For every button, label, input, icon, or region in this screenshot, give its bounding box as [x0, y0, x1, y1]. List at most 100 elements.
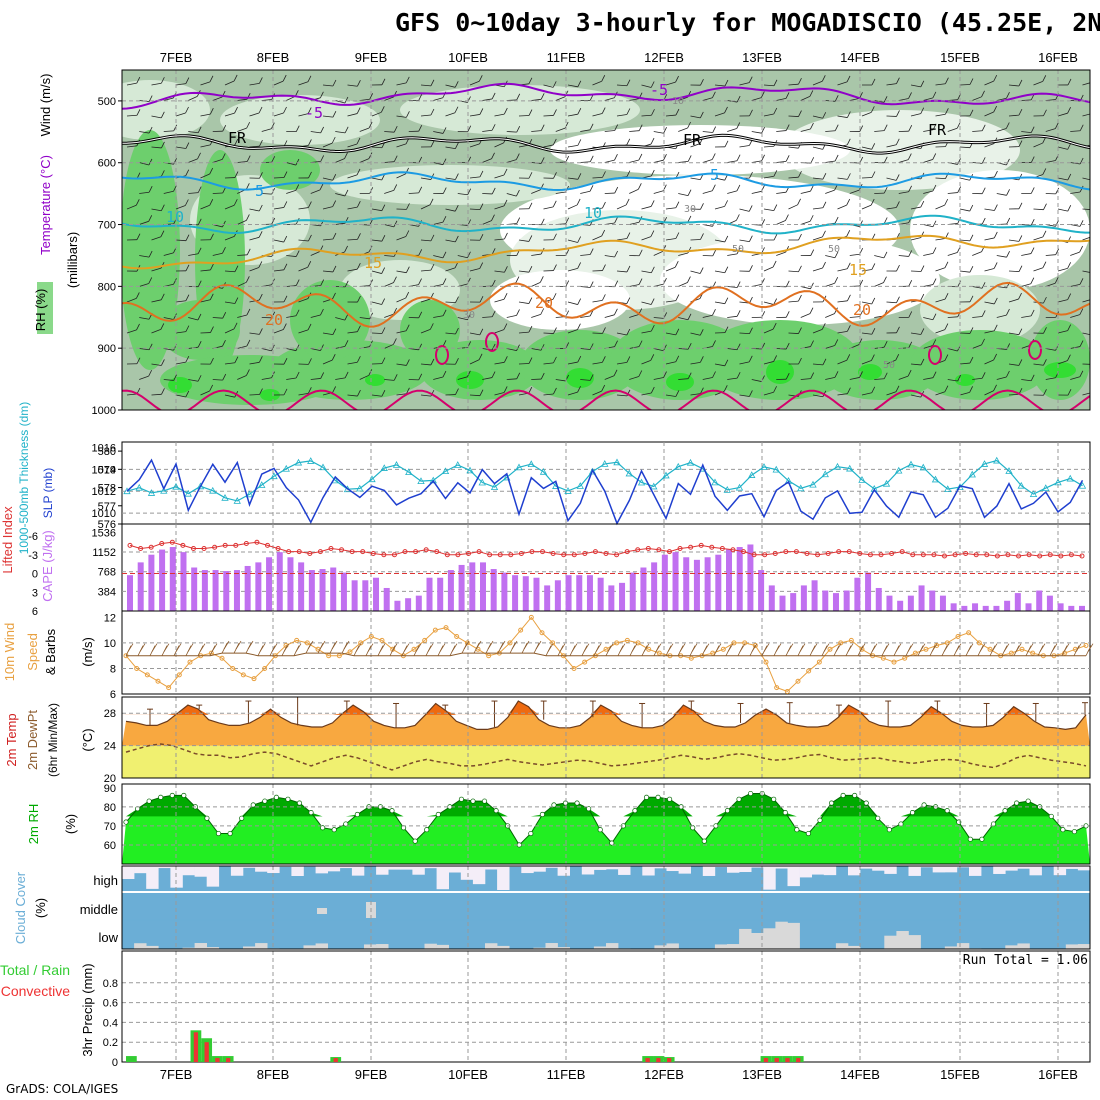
wind-barb: [996, 193, 1007, 196]
wind-barb-flag: [956, 122, 961, 129]
rh-point: [701, 838, 707, 844]
lifted-index-point: [529, 549, 535, 555]
cloud-high-gap: [618, 866, 631, 875]
wind-barb: [763, 643, 770, 652]
cape-bar: [768, 585, 775, 611]
cloud-high-gap: [727, 866, 740, 873]
wind-barb: [935, 391, 946, 396]
thickness-point: [539, 467, 548, 475]
thickness-point: [895, 466, 903, 474]
wind-barb: [923, 317, 934, 321]
cape-bar: [479, 562, 486, 611]
wind-barb: [835, 643, 842, 652]
wind-barb-flag: [308, 139, 312, 146]
wind-barb: [874, 378, 885, 380]
precip-convective-bar: [193, 1032, 199, 1062]
wind-barb: [1070, 191, 1081, 194]
precip-convective-bar: [215, 1058, 220, 1062]
lifted-index-point: [1047, 552, 1053, 558]
cape-bar: [565, 575, 572, 611]
cloud-high-gap: [872, 866, 885, 871]
wind-barb: [531, 130, 542, 132]
wind-barb-flag: [479, 295, 484, 303]
wind-barb: [547, 643, 554, 652]
wind-barb-flag: [418, 125, 423, 132]
cape-bar: [415, 595, 422, 611]
wind-barb-flag: [234, 106, 238, 114]
wind-barb-flag: [516, 309, 520, 316]
wind-barb-flag: [908, 92, 912, 99]
wind-barb: [1070, 162, 1081, 165]
wind-barb: [1057, 177, 1068, 181]
wind-barb: [322, 270, 333, 273]
wind-barb: [837, 81, 848, 86]
wind-barb: [408, 348, 419, 351]
wind-barb: [494, 298, 505, 303]
wind-barb-flag: [724, 297, 729, 304]
lifted-index-point: [952, 552, 958, 558]
wind-barb-flag: [945, 77, 949, 84]
wind-barb-flag: [821, 323, 826, 330]
wind-barb-flag: [577, 80, 582, 87]
cape-bar: [597, 577, 604, 611]
wind-barb: [592, 176, 603, 179]
wind-barb: [555, 127, 566, 132]
wind-barb-flag: [1067, 388, 1072, 396]
wind-barb: [837, 300, 848, 303]
wind-barb-flag: [442, 309, 447, 316]
li-tick-label: 3: [32, 587, 38, 599]
wind-barb-flag: [161, 141, 165, 149]
wind-barb: [188, 158, 198, 163]
wind-barb-flag: [920, 107, 925, 114]
wind-barb: [825, 189, 835, 194]
wind-barb: [445, 177, 456, 180]
thickness-point: [209, 486, 217, 494]
wind-barb: [433, 284, 444, 287]
wind-barb: [874, 255, 885, 259]
thickness-point: [772, 465, 780, 473]
wind-barb: [616, 204, 627, 210]
wind-barb-flag: [736, 371, 741, 379]
wind-barb-flag: [344, 189, 349, 197]
wind-barb: [972, 377, 983, 380]
wind-barb: [714, 84, 725, 87]
precip-legend-total: Total / Rain: [0, 962, 70, 978]
wind-barb-flag: [1006, 158, 1010, 166]
thickness-point: [123, 487, 131, 495]
upper-ylabel-rh-text: RH (%): [33, 289, 48, 332]
lifted-index-point: [889, 551, 895, 556]
lifted-index-point: [254, 539, 260, 545]
cape-bar: [897, 600, 904, 611]
wind-barb: [616, 238, 627, 241]
cape-bar: [1004, 600, 1011, 611]
wind-barb: [126, 204, 137, 210]
wind-barb-flag: [871, 143, 876, 150]
wind-barb: [1033, 267, 1044, 272]
cloud-low-bar: [666, 943, 679, 949]
wind-barb-flag: [442, 215, 447, 223]
wind-barb-flag: [369, 93, 374, 100]
wind-speed-point: [454, 634, 460, 640]
wind-barb: [445, 112, 456, 117]
wind-barb: [347, 174, 358, 179]
contour-label: 5: [255, 182, 264, 200]
cloud-high-gap: [557, 866, 570, 876]
wind-barb: [384, 255, 395, 257]
wind-barb-flag: [332, 110, 337, 118]
wind-barb-flag: [626, 108, 631, 115]
wind-barb: [427, 643, 434, 652]
cloud-high-gap: [884, 866, 897, 874]
wind-barb: [384, 379, 395, 381]
wind-barb: [788, 115, 799, 117]
wind-barb-flag: [736, 95, 741, 103]
cloud-high-gap: [606, 866, 619, 870]
thickness-point: [527, 460, 535, 468]
lifted-index-point: [984, 552, 990, 558]
wind-barb: [237, 375, 247, 380]
rh-region-saturated: [365, 374, 385, 386]
cloud-low-bar: [908, 935, 921, 949]
wind-barb: [535, 640, 542, 650]
wind-barb: [996, 255, 1007, 258]
wind-barb-flag: [283, 388, 288, 396]
